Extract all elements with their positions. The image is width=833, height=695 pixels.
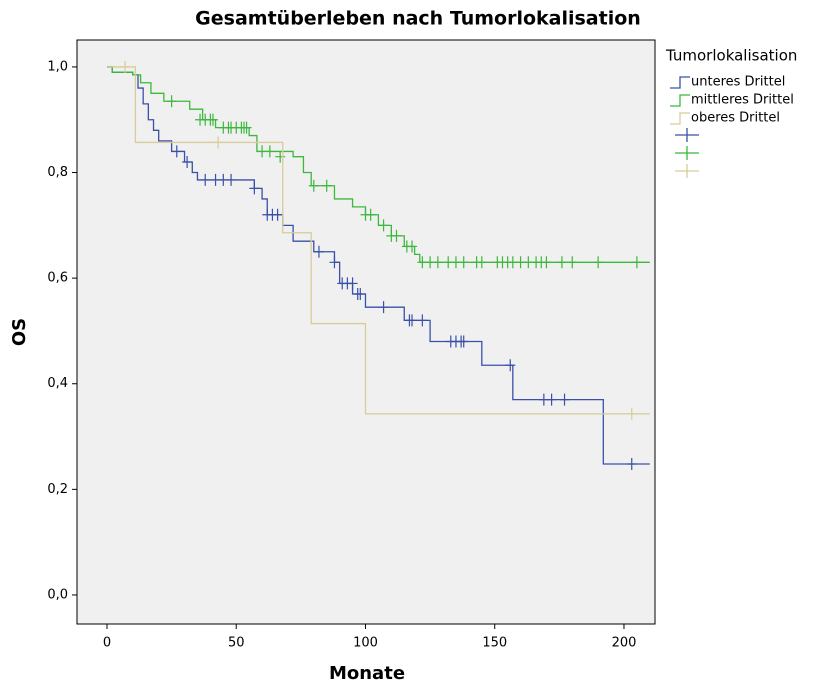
censor-mark [391,229,402,242]
censor-mark [272,208,283,221]
legend-label: mittleres Drittel [691,93,794,108]
y-tick-label: 0,8 [47,165,68,180]
censor-mark [417,314,428,327]
legend-censor-swatch [675,128,699,142]
censor-mark [347,277,358,290]
censor-mark [626,458,637,471]
censor-mark [505,359,516,372]
censor-mark [207,113,218,126]
legend-title: Tumorlokalisation [665,47,797,65]
legend-swatch [670,112,690,125]
legend-swatch [670,94,690,107]
censor-mark [626,407,637,420]
survival-curve [106,66,650,415]
censor-mark [166,95,177,108]
legend-label: unteres Drittel [691,75,785,90]
legend-swatch [670,76,690,89]
censor-mark [275,150,286,163]
censor-mark [541,256,552,269]
y-tick-label: 0,6 [47,271,68,286]
censor-mark [593,256,604,269]
y-tick-label: 1,0 [47,59,68,74]
censor-mark [241,121,252,134]
censor-mark [308,179,319,192]
censor-mark [458,256,469,269]
x-axis-title: Monate [329,663,405,684]
censor-mark [365,208,376,221]
censor-mark [407,314,418,327]
censor-mark [182,155,193,168]
censor-mark [120,60,131,73]
x-tick-label: 150 [482,636,507,651]
x-tick-label: 0 [103,636,111,651]
censor-mark [567,256,578,269]
censor-mark [631,256,642,269]
censor-mark [249,182,260,195]
censor-mark [432,256,443,269]
censor-mark [378,219,389,232]
x-tick-label: 100 [353,636,378,651]
censor-mark [329,256,340,269]
censor-mark [264,145,275,158]
chart-title: Gesamtüberleben nach Tumorlokalisation [195,8,641,30]
censor-mark [378,301,389,314]
censor-mark [200,173,211,186]
censor-mark [546,393,557,406]
y-tick-label: 0,2 [47,482,68,497]
censor-mark [559,393,570,406]
censor-mark [226,173,237,186]
censor-mark [355,287,366,300]
legend-censor-swatch [675,164,699,178]
censor-mark [476,256,487,269]
y-axis-title: OS [9,318,30,346]
x-tick-label: 200 [612,636,637,651]
censor-mark [556,256,567,269]
censor-mark [321,179,332,192]
y-tick-label: 0,0 [47,587,68,602]
censor-mark [458,335,469,348]
censor-mark [213,136,224,149]
censor-mark [171,145,182,158]
legend-censor-swatch [675,146,699,160]
legend-label: oberes Drittel [691,111,780,126]
y-tick-label: 0,4 [47,376,68,391]
x-tick-label: 50 [228,636,245,651]
censor-mark [313,245,324,258]
censor-mark [407,240,418,253]
